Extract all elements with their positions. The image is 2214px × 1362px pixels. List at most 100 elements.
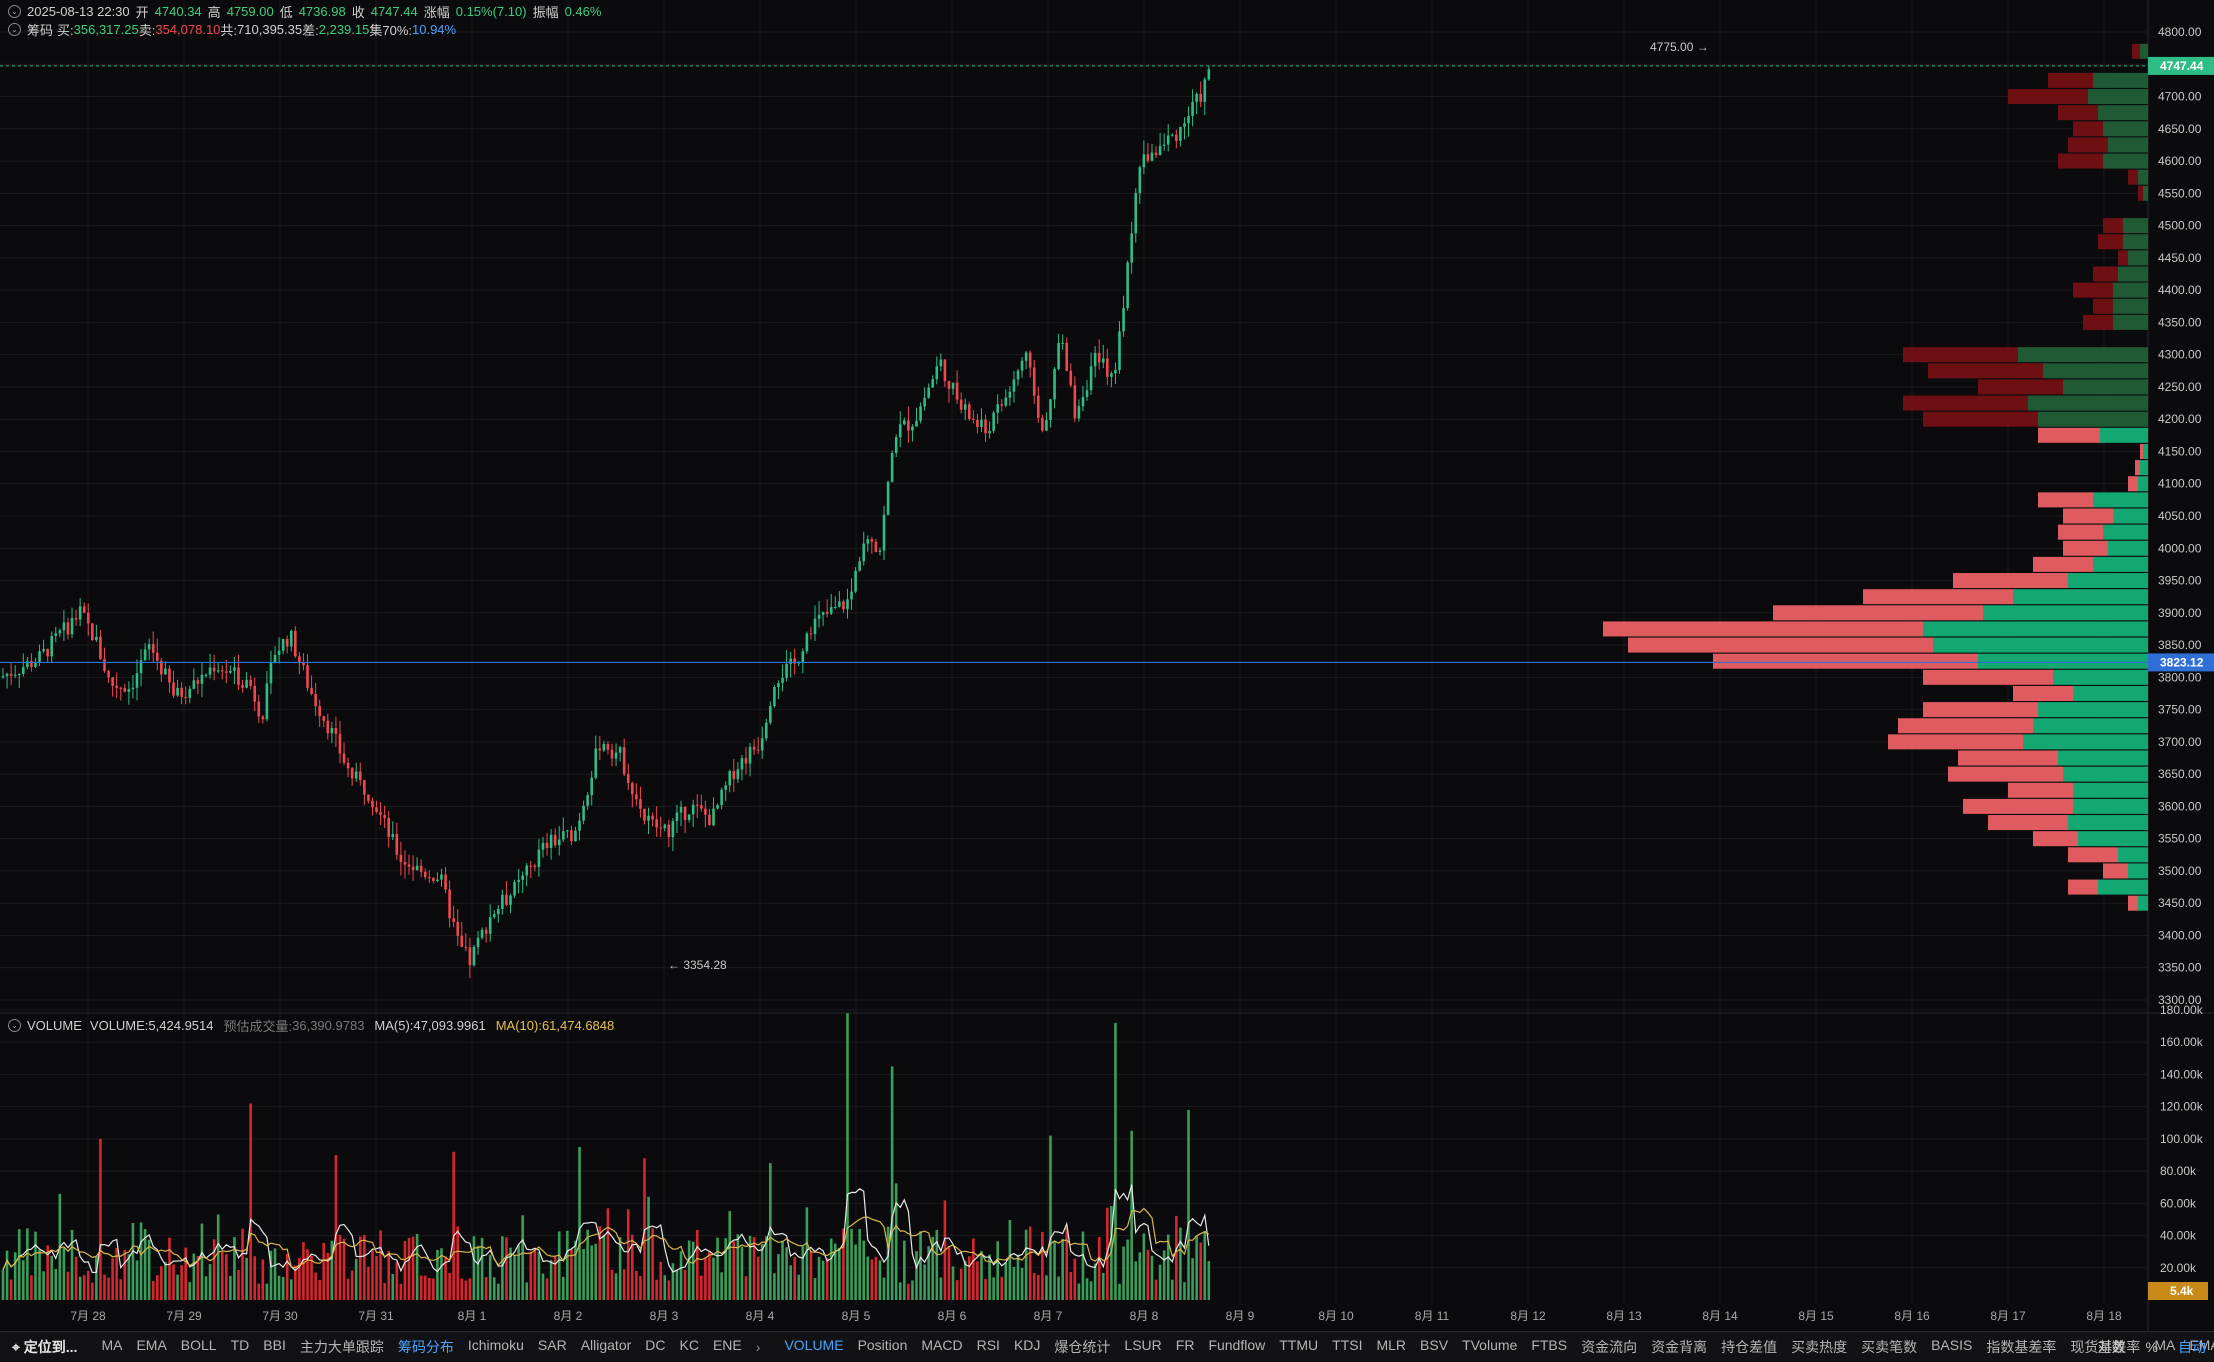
sub-indicator-kdj[interactable]: KDJ: [1013, 1337, 1041, 1353]
candle-body: [306, 665, 309, 688]
volume-bar: [225, 1254, 228, 1300]
log-scale-toggle[interactable]: 对数: [2097, 1339, 2126, 1355]
volume-bar: [273, 1248, 277, 1300]
chip-sell-bar: [2058, 105, 2098, 121]
sub-indicator-ma[interactable]: MA: [2154, 1337, 2176, 1353]
main-indicator-ichimoku[interactable]: Ichimoku: [467, 1337, 524, 1353]
chip-buy-bar: [2068, 815, 2148, 831]
volume-toggle-icon[interactable]: ⌄: [8, 1019, 21, 1032]
volume-bar: [850, 1228, 853, 1300]
main-indicator-ma[interactable]: MA: [101, 1337, 123, 1353]
volume-bar: [415, 1233, 419, 1300]
candle-body: [472, 946, 476, 966]
collapse-toggle-icon[interactable]: ⌄: [8, 5, 21, 18]
volume-bar: [980, 1251, 983, 1300]
volume-bar: [976, 1261, 979, 1300]
sub-indicator-volume[interactable]: VOLUME: [784, 1337, 844, 1353]
candle-body: [1122, 308, 1125, 332]
sub-indicator-position[interactable]: Position: [857, 1337, 908, 1353]
more-main-icon[interactable]: ›: [755, 1339, 761, 1355]
main-indicator-[interactable]: 主力大单跟踪: [299, 1339, 384, 1355]
locate-button[interactable]: ⌖ 定位到...: [12, 1339, 78, 1355]
candle-body: [411, 866, 415, 871]
candle-body: [683, 806, 687, 820]
candle-body: [667, 824, 671, 838]
volume-bar: [797, 1274, 801, 1300]
main-indicator-ene[interactable]: ENE: [712, 1337, 742, 1353]
candle-body: [590, 777, 593, 796]
main-indicator-alligator[interactable]: Alligator: [580, 1337, 632, 1353]
sub-indicator-macd[interactable]: MACD: [921, 1337, 963, 1353]
auto-scale-toggle[interactable]: 自动: [2178, 1339, 2206, 1355]
main-indicator-ema[interactable]: EMA: [136, 1337, 167, 1353]
sub-indicator-ttmu[interactable]: TTMU: [1279, 1337, 1319, 1353]
chip-sell-bar: [2083, 314, 2113, 330]
chip-buy-bar: [2028, 395, 2148, 411]
volume-bar: [265, 1283, 269, 1300]
candle-body: [760, 738, 764, 751]
sub-indicator-[interactable]: 资金背离: [1651, 1339, 1708, 1355]
candle-body: [1057, 342, 1060, 369]
main-indicator-sar[interactable]: SAR: [537, 1337, 567, 1353]
main-indicator-bbi[interactable]: BBI: [263, 1337, 286, 1353]
volume-bar: [1012, 1266, 1016, 1300]
sub-indicator-[interactable]: 买卖笔数: [1861, 1339, 1918, 1355]
percent-scale-toggle[interactable]: %: [2145, 1339, 2158, 1355]
candle-body: [911, 426, 914, 431]
sub-indicator-tvolume[interactable]: TVolume: [1462, 1337, 1518, 1353]
candle-body: [480, 929, 484, 938]
volume-bar: [602, 1234, 606, 1300]
main-indicator-dc[interactable]: DC: [645, 1337, 666, 1353]
main-indicator-boll[interactable]: BOLL: [180, 1337, 217, 1353]
volume-bar: [387, 1251, 390, 1300]
volume-bar: [553, 1256, 557, 1300]
sub-indicator-fundflow[interactable]: Fundflow: [1208, 1337, 1266, 1353]
change-value: 0.15%(7.10): [455, 4, 527, 19]
chip-buy-bar: [1933, 637, 2148, 653]
chart-canvas[interactable]: 4800.004750.004700.004650.004600.004550.…: [0, 0, 2214, 1331]
candle-body: [375, 807, 378, 812]
volume-bar: [655, 1279, 658, 1300]
volume-bar: [391, 1273, 395, 1300]
candle-body: [557, 839, 561, 846]
sub-indicator-bsv[interactable]: BSV: [1420, 1337, 1449, 1353]
chips-buy: 356,317.25: [73, 22, 139, 37]
candle-body: [1126, 262, 1129, 309]
main-indicator-td[interactable]: TD: [230, 1337, 250, 1353]
candle-body: [1170, 134, 1174, 136]
sub-indicator-basis[interactable]: BASIS: [1931, 1337, 1973, 1353]
chip-sell-bar: [1928, 363, 2043, 379]
sub-indicator-ttsi[interactable]: TTSI: [1332, 1337, 1363, 1353]
volume-bar: [371, 1249, 374, 1300]
sub-indicator-mlr[interactable]: MLR: [1376, 1337, 1407, 1353]
volume-tick-label: 80.00k: [2160, 1164, 2197, 1178]
chips-toggle-icon[interactable]: ⌄: [8, 23, 21, 36]
time-axis[interactable]: 7月 28 7月 29 7月 30 7月 31 8月 1 8月 2 8月 3 8月 4 8月 5…: [70, 1309, 2122, 1323]
time-tick-label: 8月 15: [1798, 1309, 1834, 1323]
sub-indicator-[interactable]: 爆仓统计: [1054, 1339, 1111, 1355]
volume-bar: [1154, 1279, 1158, 1300]
sub-indicator-[interactable]: 买卖热度: [1791, 1339, 1848, 1355]
candle-body: [1195, 93, 1198, 102]
volume-bar: [208, 1264, 212, 1300]
volume-axis[interactable]: 180.00k 160.00k 140.00k 120.00k 100.00k 80.00…: [2148, 1003, 2208, 1300]
sub-indicator-[interactable]: 现货基差率: [2070, 1339, 2141, 1355]
candle-body: [1207, 69, 1211, 80]
chip-sell-bar: [2073, 121, 2103, 137]
sub-indicator-[interactable]: 指数基差率: [1986, 1339, 2057, 1355]
sub-indicator-ema[interactable]: EMA: [2189, 1337, 2214, 1353]
sub-indicator-lsur[interactable]: LSUR: [1124, 1337, 1162, 1353]
candle-body: [358, 771, 362, 781]
sub-indicator-[interactable]: 资金流向: [1581, 1339, 1638, 1355]
sub-indicator-fr[interactable]: FR: [1175, 1337, 1195, 1353]
price-tick-label: 4650.00: [2158, 122, 2202, 136]
price-axis[interactable]: 4800.004750.004700.004650.004600.004550.…: [2148, 25, 2214, 1007]
sub-indicator-ftbs[interactable]: FTBS: [1531, 1337, 1568, 1353]
main-indicator-kc[interactable]: KC: [679, 1337, 699, 1353]
volume-bar: [322, 1243, 326, 1300]
candle-body: [200, 674, 204, 684]
main-indicator-[interactable]: 筹码分布: [397, 1339, 454, 1355]
sub-indicator-[interactable]: 持仓差值: [1721, 1339, 1778, 1355]
volume-bar: [955, 1280, 959, 1300]
sub-indicator-rsi[interactable]: RSI: [976, 1337, 1000, 1353]
